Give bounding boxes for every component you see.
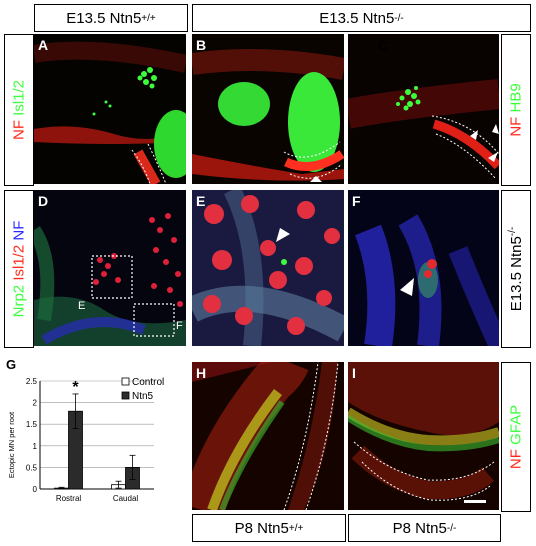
header-text: P8 Ntn5 bbox=[392, 519, 447, 537]
genotype-sup: +/+ bbox=[141, 12, 156, 24]
side-label-nf-isl: NF Isl1/2 bbox=[4, 34, 34, 186]
panel-i: I bbox=[348, 362, 499, 510]
side-label-nf-gfap: NF GFAP bbox=[501, 362, 531, 512]
genotype-sup: -/- bbox=[446, 522, 457, 534]
legend-label-ntn5: Ntn5 bbox=[132, 391, 154, 402]
panel-letter-h: H bbox=[196, 365, 207, 381]
inset-label-f: F bbox=[176, 320, 183, 332]
stain-label: Nrp2 Isl1/2 NF bbox=[11, 221, 28, 318]
side-label-nf-hb9: NF HB9 bbox=[501, 34, 531, 186]
panel-letter-c: C bbox=[378, 37, 389, 53]
x-tick-label: Rostral bbox=[56, 494, 82, 503]
y-axis-label: Ectopic MN per root bbox=[7, 411, 16, 478]
y-tick-label: 0 bbox=[33, 485, 38, 494]
stain-nf: NF bbox=[507, 116, 525, 137]
header-e135-knockout: E13.5 Ntn5 -/- bbox=[192, 4, 531, 32]
side-label-e135-knockout: E13.5 Ntn5-/- bbox=[501, 190, 531, 348]
panel-f: F bbox=[348, 190, 499, 346]
y-tick-label: 2 bbox=[33, 399, 38, 408]
panel-d: D E F bbox=[34, 190, 186, 346]
y-tick-label: 2.5 bbox=[26, 377, 38, 386]
inset-label-e: E bbox=[78, 300, 86, 312]
x-tick-labels: Rostral Caudal bbox=[56, 494, 139, 503]
genotype-sup: -/- bbox=[394, 12, 404, 24]
panel-letter-a: A bbox=[38, 37, 49, 53]
scale-bar bbox=[464, 500, 486, 503]
chart-bars bbox=[54, 393, 140, 490]
stain-gfap: GFAP bbox=[507, 404, 525, 445]
stain-isl: Isl1/2 bbox=[10, 79, 28, 116]
legend-swatch-ntn5 bbox=[121, 391, 130, 400]
stain-label: NF HB9 bbox=[508, 83, 525, 136]
panel-letter-i: I bbox=[352, 365, 356, 381]
panel-b: B bbox=[192, 34, 344, 184]
panel-a: A bbox=[34, 34, 186, 184]
header-e135-wildtype: E13.5 Ntn5 +/+ bbox=[34, 4, 188, 32]
panel-letter-e: E bbox=[196, 193, 206, 209]
panel-g-chart: G 0 0.5 1 1.5 2 2.5 Rostral Caudal Ectopic MN … bbox=[4, 357, 192, 507]
stain-nf: NF bbox=[507, 449, 525, 470]
stain-nrp2: Nrp2 bbox=[10, 284, 28, 318]
panel-letter-g: G bbox=[6, 357, 16, 372]
stain-nf: NF bbox=[10, 220, 28, 241]
y-tick-label: 1 bbox=[33, 442, 38, 451]
y-tick-label: 1.5 bbox=[26, 420, 38, 429]
header-text: E13.5 Ntn5 bbox=[66, 9, 142, 27]
genotype-text: E13.5 Ntn5 bbox=[508, 236, 525, 312]
stain-hb9: HB9 bbox=[507, 83, 525, 113]
genotype-sup: +/+ bbox=[288, 522, 304, 534]
legend-swatch-control bbox=[121, 377, 130, 386]
bar-chart: G 0 0.5 1 1.5 2 2.5 Rostral Caudal Ectopic MN … bbox=[6, 357, 164, 503]
stain-label: NF GFAP bbox=[508, 405, 525, 469]
header-p8-wildtype: P8 Ntn5 +/+ bbox=[192, 514, 346, 542]
side-label-nrp2-isl-nf: Nrp2 Isl1/2 NF bbox=[4, 190, 34, 348]
header-text: P8 Ntn5 bbox=[234, 519, 289, 537]
significance-marker: * bbox=[72, 379, 79, 396]
chart-legend: Control Ntn5 bbox=[121, 377, 164, 402]
panel-c bbox=[348, 34, 499, 184]
panel-e: E bbox=[192, 190, 344, 346]
stain-isl: Isl1/2 bbox=[10, 244, 28, 281]
panel-h: H bbox=[192, 362, 344, 510]
panel-letter-b: B bbox=[196, 37, 207, 53]
panel-letter-f: F bbox=[352, 193, 361, 209]
header-text: E13.5 Ntn5 bbox=[319, 9, 395, 27]
x-tick-label: Caudal bbox=[113, 494, 139, 503]
y-tick-label: 0.5 bbox=[26, 463, 38, 472]
legend-label-control: Control bbox=[132, 377, 164, 388]
panel-letter-d: D bbox=[38, 193, 49, 209]
stain-label: NF Isl1/2 bbox=[11, 80, 28, 140]
genotype-sup: -/- bbox=[507, 226, 518, 237]
y-tick-labels: 0 0.5 1 1.5 2 2.5 bbox=[26, 377, 38, 494]
header-p8-knockout: P8 Ntn5 -/- bbox=[348, 514, 501, 542]
genotype-label: E13.5 Ntn5-/- bbox=[507, 227, 525, 312]
stain-nf: NF bbox=[10, 120, 28, 141]
